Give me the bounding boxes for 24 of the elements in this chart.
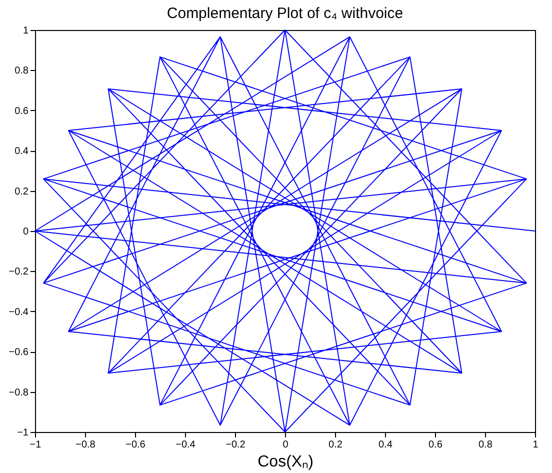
x-tick-label: −0.8 xyxy=(76,440,96,450)
y-tick-label: 0 xyxy=(22,226,29,238)
y-tick-label: 0.2 xyxy=(14,186,29,198)
x-axis-title: Cos(Xₙ) xyxy=(258,454,314,470)
y-tick-label: −0.8 xyxy=(8,387,29,398)
y-tick-label: −0.4 xyxy=(8,306,29,318)
x-tick-label: 0 xyxy=(282,440,289,450)
chart-title: Complementary Plot of c₄ withvoice xyxy=(166,5,404,22)
x-tick-label: 0.6 xyxy=(428,440,443,450)
x-tick-label: 1 xyxy=(532,440,539,450)
x-tick-label: 0.2 xyxy=(328,440,343,450)
y-tick-label: −0.2 xyxy=(8,266,29,278)
y-tick-label: 0.8 xyxy=(14,66,29,77)
y-tick-label: 0.4 xyxy=(14,146,29,158)
x-tick-label: −1 xyxy=(30,440,42,450)
y-tick-label: 0.6 xyxy=(14,106,29,117)
x-tick-label: −0.2 xyxy=(226,440,246,450)
y-tick-label: −0.6 xyxy=(8,347,29,358)
x-tick-label: −0.6 xyxy=(126,440,146,450)
x-tick-label: 0.4 xyxy=(378,440,393,450)
y-tick-label: −1 xyxy=(17,428,29,438)
y-tick-label: 1 xyxy=(22,26,29,36)
x-tick-label: −0.4 xyxy=(176,440,196,450)
x-tick-label: 0.8 xyxy=(478,440,493,450)
